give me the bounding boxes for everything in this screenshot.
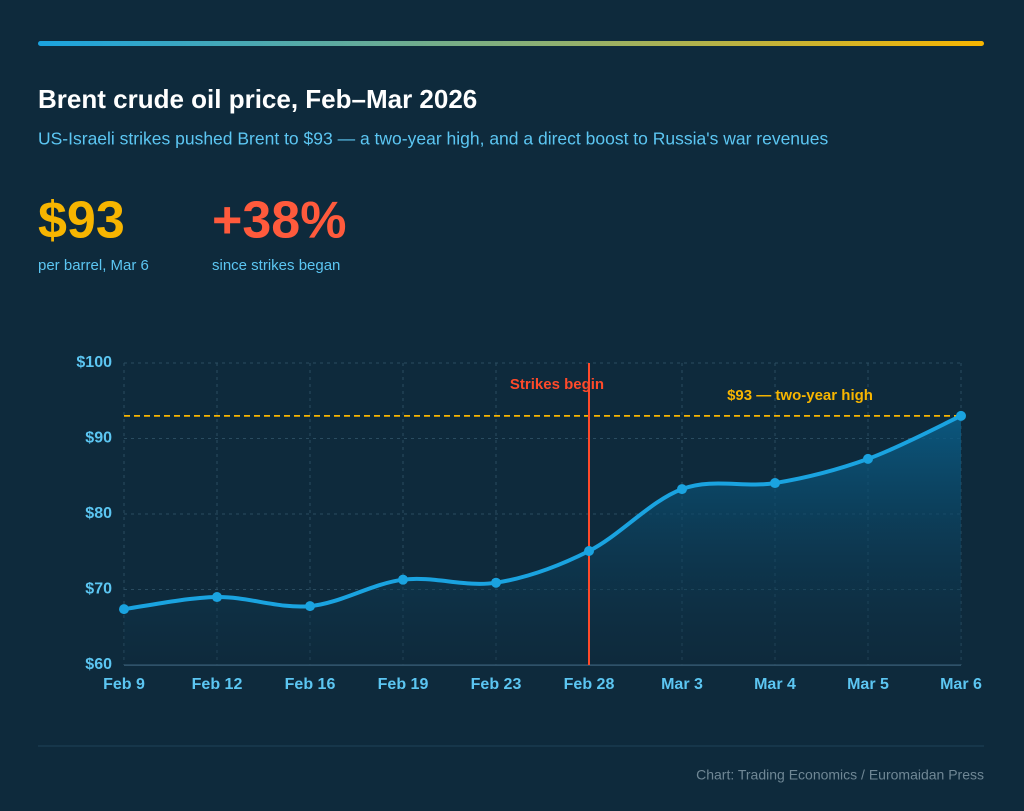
x-tick-label: Mar 4: [754, 676, 796, 693]
x-tick-label: Feb 19: [378, 676, 429, 693]
reference-label: $93 — two-year high: [727, 387, 873, 404]
y-tick-label: $100: [76, 354, 112, 371]
y-tick-label: $60: [85, 656, 112, 673]
kpi-value: +38%: [212, 192, 346, 250]
y-tick-label: $90: [85, 430, 112, 447]
x-tick-label: Mar 5: [847, 676, 889, 693]
point: [956, 410, 966, 421]
x-tick-label: Feb 23: [471, 676, 522, 693]
kpi-label: since strikes began: [212, 257, 340, 274]
point: [398, 574, 408, 585]
point: [584, 545, 594, 556]
event-label: Strikes begin: [510, 376, 604, 393]
x-tick-label: Mar 3: [661, 676, 703, 693]
kpi-label: per barrel, Mar 6: [38, 257, 149, 274]
point: [677, 484, 687, 495]
x-tick-label: Feb 12: [192, 676, 243, 693]
accent-bar: [38, 41, 984, 46]
title: Brent crude oil price, Feb–Mar 2026: [38, 84, 477, 114]
point: [770, 478, 780, 489]
y-tick-label: $70: [85, 581, 112, 598]
point: [491, 577, 501, 588]
kpi-value: $93: [38, 192, 125, 250]
source: Chart: Trading Economics / Euromaidan Pr…: [696, 767, 984, 783]
subtitle: US-Israeli strikes pushed Brent to $93 —…: [38, 129, 829, 149]
point: [119, 604, 129, 615]
y-tick-label: $80: [85, 505, 112, 522]
x-tick-label: Feb 28: [564, 676, 615, 693]
area: [124, 415, 961, 665]
x-tick-label: Feb 9: [103, 676, 145, 693]
x-tick-label: Mar 6: [940, 676, 982, 693]
line: [122, 413, 963, 612]
x-tick-label: Feb 16: [285, 676, 336, 693]
point: [863, 453, 873, 464]
point: [305, 601, 315, 612]
point: [212, 592, 222, 603]
